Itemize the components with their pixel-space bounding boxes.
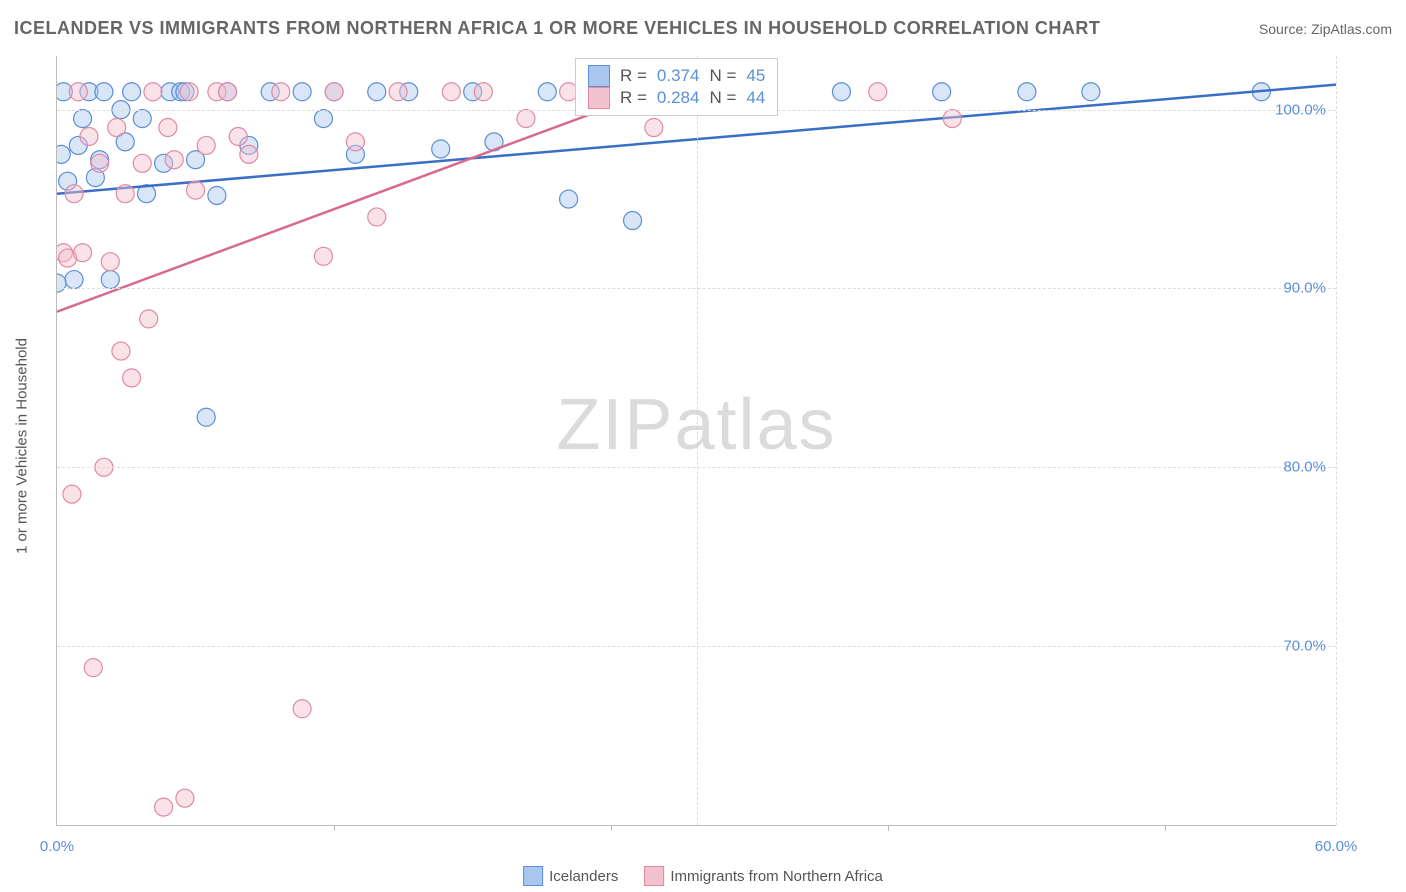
y-tick-label: 90.0% xyxy=(1283,280,1326,297)
source-label: Source: ZipAtlas.com xyxy=(1259,21,1392,37)
legend-swatch xyxy=(588,87,610,109)
legend-swatch xyxy=(588,65,610,87)
watermark: ZIPatlas xyxy=(556,384,836,466)
correlation-stat-box: R =0.374N =45R =0.284N =44 xyxy=(575,58,778,116)
legend-swatch xyxy=(644,866,664,886)
title-bar: ICELANDER VS IMMIGRANTS FROM NORTHERN AF… xyxy=(14,18,1392,39)
legend-label: Immigrants from Northern Africa xyxy=(670,868,883,885)
stat-row: R =0.374N =45 xyxy=(588,65,765,87)
y-tick-label: 80.0% xyxy=(1283,459,1326,476)
y-tick-label: 70.0% xyxy=(1283,638,1326,655)
legend: Icelanders Immigrants from Northern Afric… xyxy=(523,866,883,886)
x-tick-label: 0.0% xyxy=(40,838,74,855)
plot-area: ZIPatlas R =0.374N =45R =0.284N =44 70.0… xyxy=(56,56,1336,826)
x-tick-label: 60.0% xyxy=(1315,838,1358,855)
legend-label: Icelanders xyxy=(549,868,618,885)
stat-row: R =0.284N =44 xyxy=(588,87,765,109)
legend-item: Icelanders xyxy=(523,866,618,886)
y-tick-label: 100.0% xyxy=(1275,101,1326,118)
chart-title: ICELANDER VS IMMIGRANTS FROM NORTHERN AF… xyxy=(14,18,1100,39)
legend-swatch xyxy=(523,866,543,886)
legend-item: Immigrants from Northern Africa xyxy=(644,866,883,886)
y-axis-label: 1 or more Vehicles in Household xyxy=(14,338,31,554)
chart-container: ICELANDER VS IMMIGRANTS FROM NORTHERN AF… xyxy=(0,0,1406,892)
